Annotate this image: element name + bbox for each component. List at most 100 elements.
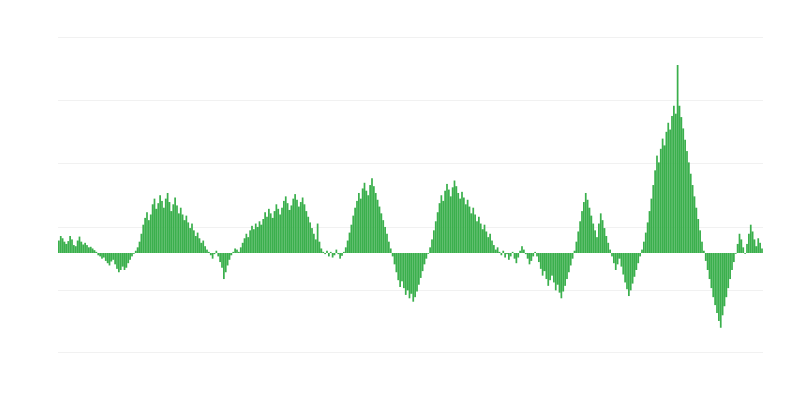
bar — [725, 253, 728, 298]
bar — [243, 238, 246, 253]
bar — [343, 251, 345, 253]
bar — [172, 204, 175, 253]
bar — [187, 222, 190, 253]
bar — [399, 253, 401, 287]
bar — [88, 247, 90, 253]
bar — [440, 195, 443, 253]
bar — [348, 232, 351, 253]
bar — [129, 253, 131, 260]
bar — [761, 248, 763, 253]
bar — [159, 195, 161, 253]
bar — [571, 253, 574, 259]
bar — [528, 253, 531, 265]
bar — [86, 245, 88, 253]
bar — [125, 253, 128, 268]
bar — [335, 249, 338, 253]
bar — [380, 213, 383, 253]
bar — [131, 253, 133, 257]
bar — [500, 253, 503, 256]
bar — [251, 225, 253, 253]
bar — [414, 253, 416, 298]
bar — [463, 197, 465, 253]
bar — [142, 224, 145, 253]
bar — [629, 253, 632, 291]
bar — [99, 253, 101, 257]
bar — [644, 232, 647, 253]
bar — [427, 253, 430, 254]
bar — [144, 217, 146, 253]
bar — [67, 241, 70, 253]
bar — [716, 253, 718, 314]
bar — [284, 196, 287, 253]
bar — [299, 202, 302, 253]
bar — [223, 253, 225, 280]
bar — [234, 248, 236, 253]
bar — [361, 188, 364, 253]
bar — [296, 199, 298, 253]
bar — [292, 198, 295, 253]
bar — [114, 253, 116, 265]
bar — [536, 253, 538, 257]
bar — [605, 236, 608, 253]
bar — [708, 253, 711, 280]
bar — [487, 237, 490, 253]
bar — [691, 185, 694, 253]
bar — [337, 253, 340, 255]
bar — [388, 241, 390, 253]
bar — [376, 199, 379, 253]
bar — [168, 202, 171, 253]
bar — [82, 244, 85, 253]
bar — [755, 246, 758, 253]
bar — [530, 253, 533, 261]
bar — [73, 245, 75, 253]
bar — [731, 253, 733, 270]
bar — [476, 221, 478, 253]
bar — [517, 253, 520, 258]
bar — [258, 221, 261, 253]
bar — [727, 253, 730, 289]
bar — [526, 253, 529, 259]
bar — [384, 226, 386, 253]
bar — [598, 223, 600, 253]
bar — [729, 253, 731, 280]
bar — [444, 190, 446, 253]
bar — [230, 253, 233, 256]
bar — [419, 253, 422, 278]
bar — [759, 242, 761, 253]
bar — [404, 253, 407, 295]
bar — [121, 253, 124, 267]
bar — [301, 197, 304, 253]
bar — [341, 253, 343, 256]
bar — [331, 253, 334, 258]
bar — [434, 221, 437, 253]
bar — [397, 253, 400, 281]
bar — [59, 236, 62, 253]
bar — [350, 224, 353, 253]
bar — [406, 253, 409, 291]
bar — [204, 246, 206, 253]
bar — [697, 219, 700, 253]
bar — [273, 211, 276, 253]
bars-group — [58, 65, 763, 328]
bar — [611, 253, 613, 257]
bar — [241, 242, 244, 253]
bar — [646, 222, 649, 253]
bar — [277, 208, 280, 253]
bar — [298, 206, 300, 253]
bar — [513, 253, 516, 259]
bar — [583, 202, 585, 253]
bar — [455, 186, 458, 253]
bar — [91, 248, 94, 253]
bar — [333, 253, 336, 256]
bar — [208, 251, 210, 253]
bar — [718, 253, 720, 321]
bar — [386, 233, 388, 253]
bar — [631, 253, 634, 284]
bar — [706, 253, 709, 270]
bar — [613, 253, 615, 264]
bar — [108, 253, 111, 266]
bar — [688, 162, 690, 253]
bar — [354, 207, 356, 253]
bar — [378, 206, 381, 253]
bar — [553, 253, 555, 283]
